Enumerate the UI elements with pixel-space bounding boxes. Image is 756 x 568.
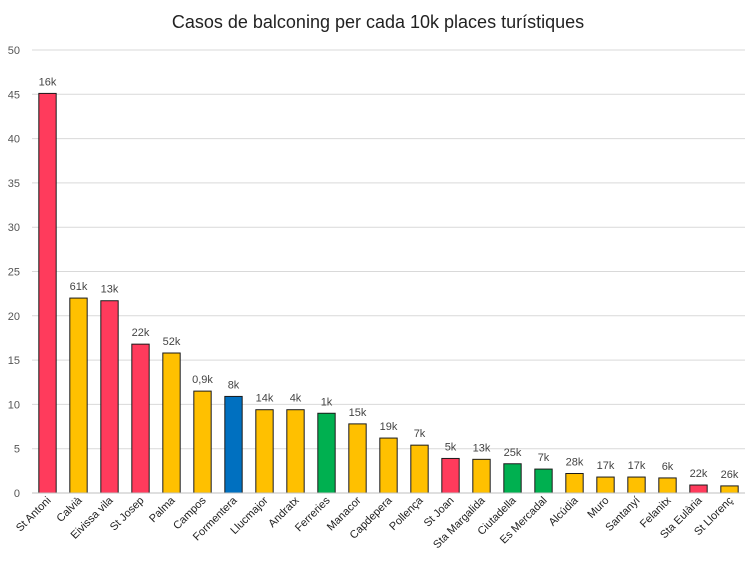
bar [348, 423, 367, 494]
data-label: 26k [721, 469, 739, 481]
category-label: St Josep [108, 495, 147, 534]
bar [38, 92, 57, 494]
data-label: 7k [414, 428, 426, 440]
bar [255, 409, 274, 494]
data-label: 52k [163, 336, 181, 348]
category-label: Muro [585, 495, 611, 521]
y-tick-label: 35 [8, 178, 20, 190]
data-label: 22k [132, 327, 150, 339]
bar [658, 477, 677, 494]
data-labels: 16k 61k 13k 22k 52k 0,9k 8k 14k 4k 1k 15k 19k 7k 5k 13… [39, 76, 739, 480]
y-tick-label: 50 [8, 45, 20, 57]
y-axis-ticks: 0 5 10 15 20 25 30 35 40 45 50 [8, 45, 20, 500]
y-tick-label: 30 [8, 222, 20, 234]
data-label: 22k [690, 468, 708, 480]
y-tick-label: 0 [14, 488, 20, 500]
bar [534, 468, 553, 494]
bar [317, 412, 336, 494]
category-label: Santanyí [603, 495, 642, 534]
y-tick-label: 15 [8, 355, 20, 367]
data-label: 13k [473, 442, 491, 454]
category-label: St Antoni [14, 495, 54, 535]
category-label: Pollença [387, 494, 426, 533]
data-label: 17k [597, 460, 615, 472]
y-tick-label: 5 [14, 444, 20, 456]
bar [503, 463, 522, 494]
y-tick-label: 45 [8, 89, 20, 101]
bar [162, 352, 181, 494]
bar [193, 390, 212, 494]
data-label: 14k [256, 393, 274, 405]
data-label: 25k [504, 447, 522, 459]
data-label: 19k [380, 421, 398, 433]
y-tick-label: 10 [8, 399, 20, 411]
bar [224, 395, 243, 494]
data-label: 0,9k [192, 374, 213, 386]
data-label: 13k [101, 284, 119, 296]
data-label: 15k [349, 407, 367, 419]
y-tick-label: 25 [8, 267, 20, 279]
data-label: 61k [70, 281, 88, 293]
bar [627, 476, 646, 494]
bar [286, 409, 305, 494]
category-label: Alcúdia [547, 494, 582, 529]
bar [596, 476, 615, 494]
bar [565, 473, 584, 494]
data-label: 16k [39, 76, 57, 88]
data-label: 17k [628, 460, 646, 472]
bar [720, 485, 739, 494]
data-label: 8k [228, 379, 240, 391]
bar [410, 444, 429, 494]
y-tick-label: 20 [8, 311, 20, 323]
data-label: 1k [321, 396, 333, 408]
data-label: 28k [566, 457, 584, 469]
y-tick-label: 40 [8, 134, 20, 146]
chart-title: Casos de balconing per cada 10k places t… [171, 12, 585, 32]
data-label: 6k [662, 461, 674, 473]
bar [100, 300, 119, 494]
data-label: 4k [290, 393, 302, 405]
bar [689, 484, 708, 494]
bar [69, 297, 88, 494]
data-label: 5k [445, 441, 457, 453]
data-label: 7k [538, 452, 550, 464]
bars [38, 92, 739, 494]
bar [379, 437, 398, 494]
bar [441, 457, 460, 494]
bar [472, 458, 491, 494]
bar [131, 343, 150, 494]
